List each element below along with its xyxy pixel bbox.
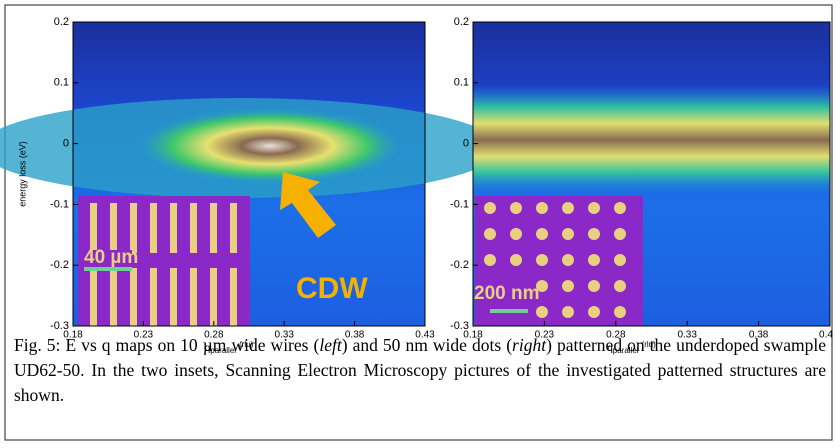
inset-dot [614, 228, 626, 240]
y-tick-label: 0.1 [454, 77, 469, 89]
inset-dot [484, 228, 496, 240]
heatmap-peak [130, 106, 410, 186]
scale-bar-label: 40 µm [84, 247, 138, 268]
inset-dot [562, 306, 574, 318]
figure: 40 µm CDW 200 nm 0.20.10-0.1-0.2-0.30.18… [0, 0, 840, 448]
inset-dot [614, 202, 626, 214]
inset-dot [588, 280, 600, 292]
caption: Fig. 5: E vs q maps on 10 µm wide wires … [14, 333, 826, 408]
inset-dot [536, 254, 548, 266]
y-tick-label: 0.2 [454, 16, 469, 28]
annotation: CDW [296, 272, 368, 305]
inset-dot [562, 202, 574, 214]
inset-dot [614, 254, 626, 266]
y-tick-label: -0.2 [50, 259, 69, 271]
inset-dot [510, 228, 522, 240]
y-tick-label: 0 [63, 138, 69, 150]
inset-dot [484, 254, 496, 266]
y-tick-label: 0.2 [54, 16, 69, 28]
caption-text: ) and 50 nm wide dots ( [342, 335, 512, 355]
y-tick-label: 0.1 [54, 77, 69, 89]
inset-dot [536, 202, 548, 214]
y-axis-label: energy loss (eV) [17, 141, 27, 207]
inset-dot [510, 254, 522, 266]
inset: 40 µm [78, 196, 250, 326]
y-tick-label: -0.2 [450, 259, 469, 271]
inset-dot [562, 228, 574, 240]
caption-text: right [512, 335, 546, 355]
y-tick-label: -0.1 [450, 198, 469, 210]
inset-dot [588, 254, 600, 266]
inset-dot [588, 202, 600, 214]
inset-dot [562, 254, 574, 266]
y-tick-label: -0.1 [50, 198, 69, 210]
inset: 200 nm [474, 196, 643, 326]
heatmap-band [473, 85, 830, 195]
inset-dot [614, 306, 626, 318]
caption-text: left [319, 335, 341, 355]
y-tick-label: 0 [463, 138, 469, 150]
inset-dot [536, 306, 548, 318]
caption-text: Fig. 5: E vs q maps on 10 µm wide wires … [14, 335, 319, 355]
inset-dot [614, 280, 626, 292]
inset-dot [536, 228, 548, 240]
scale-bar-label: 200 nm [474, 283, 539, 304]
inset-dot [588, 228, 600, 240]
inset-dot [588, 306, 600, 318]
inset-dot [510, 202, 522, 214]
inset-dot [484, 202, 496, 214]
inset-dot [562, 280, 574, 292]
